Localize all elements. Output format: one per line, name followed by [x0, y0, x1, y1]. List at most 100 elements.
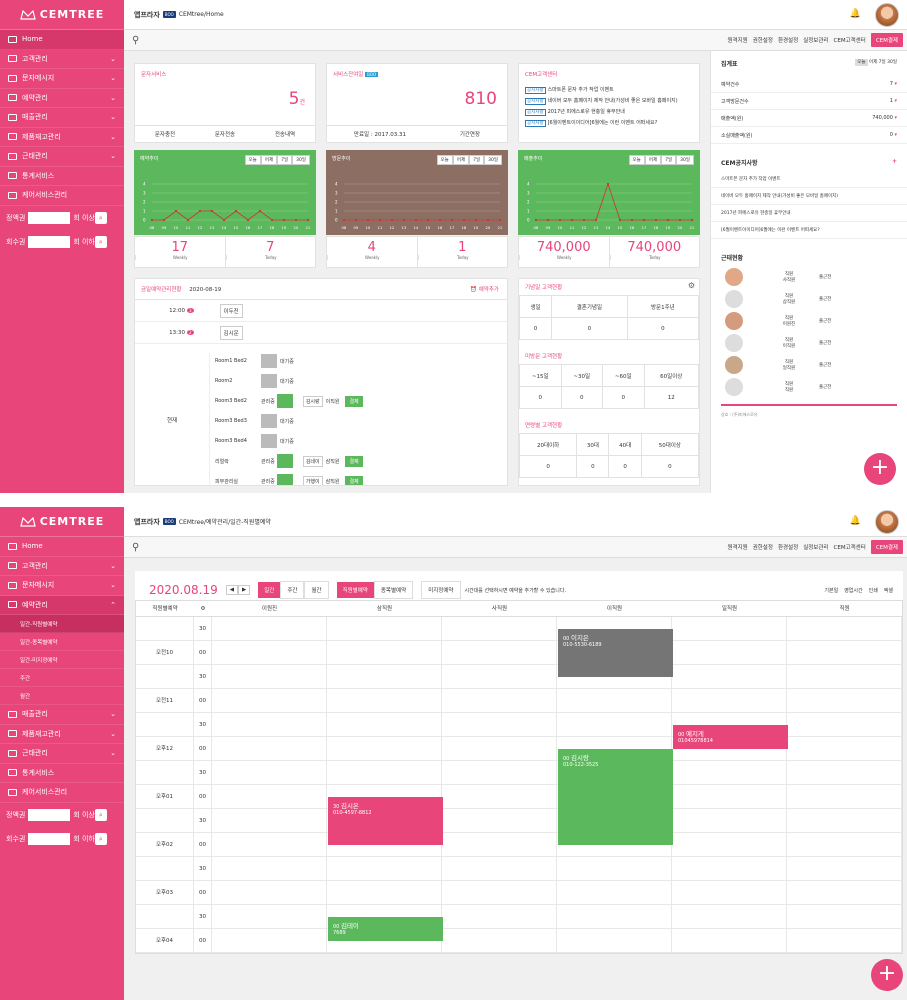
time-slot[interactable] [787, 785, 902, 808]
time-slot[interactable] [672, 761, 787, 784]
ticket-input[interactable] [28, 211, 71, 224]
time-slot[interactable] [442, 809, 557, 832]
time-slot[interactable] [787, 929, 902, 952]
tab-today[interactable]: 오늘 [855, 59, 868, 66]
link-info[interactable]: 실정보관리 [803, 545, 829, 551]
notice-item[interactable]: 공지사항 네이버 모두 홈페이지 제작 안내(가성비 좋은 모바일 홈페이지) [519, 95, 699, 106]
menu-reservation[interactable]: 예약관리 ⌃ [0, 595, 124, 615]
tab-7d[interactable]: 7일 [878, 60, 886, 65]
view-unassigned[interactable]: 미지정예약 [421, 581, 461, 599]
search-button[interactable]: ⌕ [94, 808, 107, 821]
link-remote[interactable]: 원격지원 [727, 545, 748, 551]
tab-yesterday[interactable]: 어제 [452, 155, 470, 165]
time-slot[interactable] [327, 665, 442, 688]
search-icon[interactable]: ⚲ [132, 34, 140, 46]
submenu-unassigned-daily[interactable]: 일간-미지정예약 [0, 651, 124, 669]
time-slot[interactable] [557, 857, 672, 880]
cell[interactable]: 0 [519, 386, 562, 409]
time-slot[interactable] [212, 785, 327, 808]
time-slot[interactable] [327, 905, 442, 928]
time-slot[interactable] [212, 929, 327, 952]
time-slot[interactable] [787, 713, 902, 736]
menu-sales[interactable]: 매출관리 ⌄ [0, 108, 124, 128]
tool-hours[interactable]: 영업시간 [844, 587, 863, 594]
room-status-box[interactable] [276, 474, 293, 485]
history-link[interactable]: 전송내역 [274, 132, 296, 138]
time-slot[interactable] [672, 641, 787, 664]
menu-sms[interactable]: 문자메시지 ⌄ [0, 69, 124, 89]
count-input[interactable] [28, 235, 71, 248]
tab-month[interactable]: 월간 [304, 581, 329, 599]
count-input[interactable] [28, 832, 71, 845]
time-slot[interactable] [672, 857, 787, 880]
time-slot[interactable] [327, 881, 442, 904]
tool-default[interactable]: 기본일 [824, 587, 839, 594]
submenu-monthly[interactable]: 월간 [0, 687, 124, 705]
event-block[interactable]: 00 김테이 7689 [328, 917, 443, 941]
time-slot[interactable] [787, 857, 902, 880]
search-button[interactable]: ⌕ [94, 235, 107, 248]
customer-chip[interactable]: 김시운 [219, 325, 243, 340]
add-fab[interactable]: + [864, 453, 896, 485]
time-slot[interactable] [442, 713, 557, 736]
cem-pay-button[interactable]: CEM결제 [870, 540, 903, 554]
cell[interactable]: 0 [626, 317, 700, 340]
time-slot[interactable] [327, 689, 442, 712]
event-block[interactable]: 00 예지게 01045978814 [673, 725, 788, 749]
tab-yesterday[interactable]: 어제 [260, 155, 278, 165]
link-center[interactable]: CEM고객센터 [833, 545, 866, 551]
menu-stock[interactable]: 제품재고관리 ⌄ [0, 725, 124, 744]
link-remote[interactable]: 원격지원 [727, 38, 748, 44]
time-slot[interactable] [787, 641, 902, 664]
time-slot[interactable] [557, 905, 672, 928]
cell[interactable]: 0 [608, 455, 642, 478]
pay-button[interactable]: 결제 [345, 395, 363, 407]
tab-day[interactable]: 일간 [258, 582, 281, 598]
cell[interactable]: 0 [602, 386, 645, 409]
time-slot[interactable] [557, 617, 672, 640]
add-fab[interactable]: + [871, 959, 903, 991]
time-slot[interactable] [442, 785, 557, 808]
ticket-input[interactable] [28, 808, 71, 821]
menu-care[interactable]: 케어서비스관리 [0, 186, 124, 206]
bell-icon[interactable]: 🔔 [849, 516, 861, 526]
menu-stats[interactable]: 통계서비스 [0, 764, 124, 783]
time-slot[interactable] [787, 905, 902, 928]
staff-row[interactable]: 직원 사직원 출근전 [711, 266, 907, 288]
time-slot[interactable] [557, 881, 672, 904]
menu-care[interactable]: 케어서비스관리 [0, 783, 124, 803]
search-button[interactable]: ⌕ [94, 211, 107, 224]
menu-customer[interactable]: 고객관리 ⌄ [0, 557, 124, 576]
view-staff[interactable]: 직원별예약 [336, 582, 374, 598]
event-block[interactable]: 00 김시랑 010-122-3525 [558, 749, 673, 845]
tab-30d[interactable]: 30일 [484, 155, 502, 165]
time-slot[interactable] [672, 929, 787, 952]
menu-stock[interactable]: 제품재고관리 ⌄ [0, 128, 124, 147]
menu-attendance[interactable]: 근태관리 ⌄ [0, 744, 124, 764]
tab-7d[interactable]: 7일 [277, 155, 293, 165]
cell[interactable]: 0 [560, 386, 603, 409]
time-slot[interactable] [672, 833, 787, 856]
room-status-box[interactable] [261, 354, 277, 368]
add-reservation-link[interactable]: ⏰ 예약추가 [470, 287, 499, 293]
room-status-box[interactable] [261, 374, 277, 388]
tab-yesterday[interactable]: 어제 [868, 60, 878, 65]
time-slot[interactable] [557, 929, 672, 952]
time-slot[interactable] [672, 617, 787, 640]
time-slot[interactable] [787, 809, 902, 832]
time-slot[interactable] [442, 929, 557, 952]
tab-today[interactable]: 오늘 [436, 155, 453, 165]
submenu-weekly[interactable]: 주간 [0, 669, 124, 687]
time-slot[interactable] [212, 641, 327, 664]
avatar[interactable] [875, 3, 899, 27]
link-permission[interactable]: 권한설정 [752, 38, 773, 44]
menu-reservation[interactable]: 예약관리 ⌄ [0, 89, 124, 108]
logo[interactable]: CEMTREE [0, 507, 124, 537]
notice-item[interactable]: 스마트폰 문자 추가 작업 이벤트 [711, 171, 907, 188]
time-slot[interactable] [442, 689, 557, 712]
gear-icon[interactable]: ⚙ [687, 281, 695, 290]
tab-7d[interactable]: 7일 [469, 155, 485, 165]
time-slot[interactable] [672, 689, 787, 712]
menu-customer[interactable]: 고객관리 ⌄ [0, 50, 124, 69]
cell[interactable]: 0 [518, 455, 578, 478]
